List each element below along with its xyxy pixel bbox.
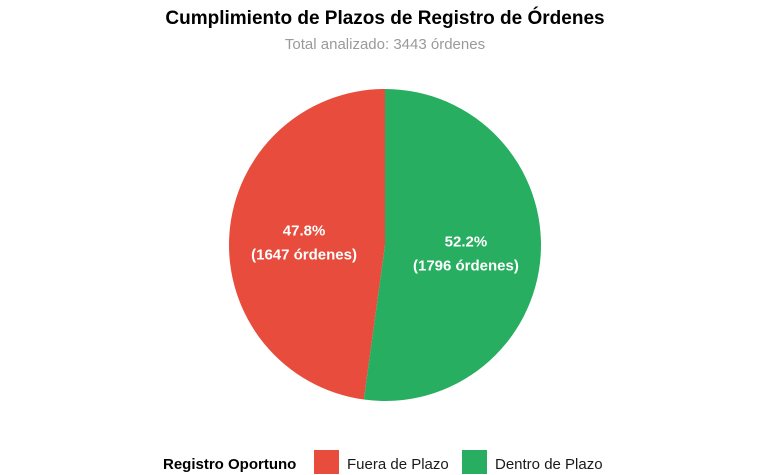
chart-subtitle: Total analizado: 3443 órdenes [285,36,485,53]
legend: Registro Oportuno Fuera de Plazo Dentro … [163,450,603,474]
pie-slices [229,89,541,401]
chart-title: Cumplimiento de Plazos de Registro de Ór… [165,7,604,29]
legend-label-dentro-de-plazo: Dentro de Plazo [495,456,603,473]
legend-label-fuera-de-plazo: Fuera de Plazo [347,456,449,473]
legend-title: Registro Oportuno [163,456,296,473]
slice-count-label: (1647 órdenes) [251,246,357,263]
legend-swatch-fuera-de-plazo [314,450,339,474]
slice-percent-label: 52.2% [445,234,488,251]
pie-slice-fuera-de-plazo [229,89,385,400]
legend-swatch-dentro-de-plazo [462,450,487,474]
slice-percent-label: 47.8% [283,222,326,239]
slice-count-label: (1796 órdenes) [413,258,519,275]
